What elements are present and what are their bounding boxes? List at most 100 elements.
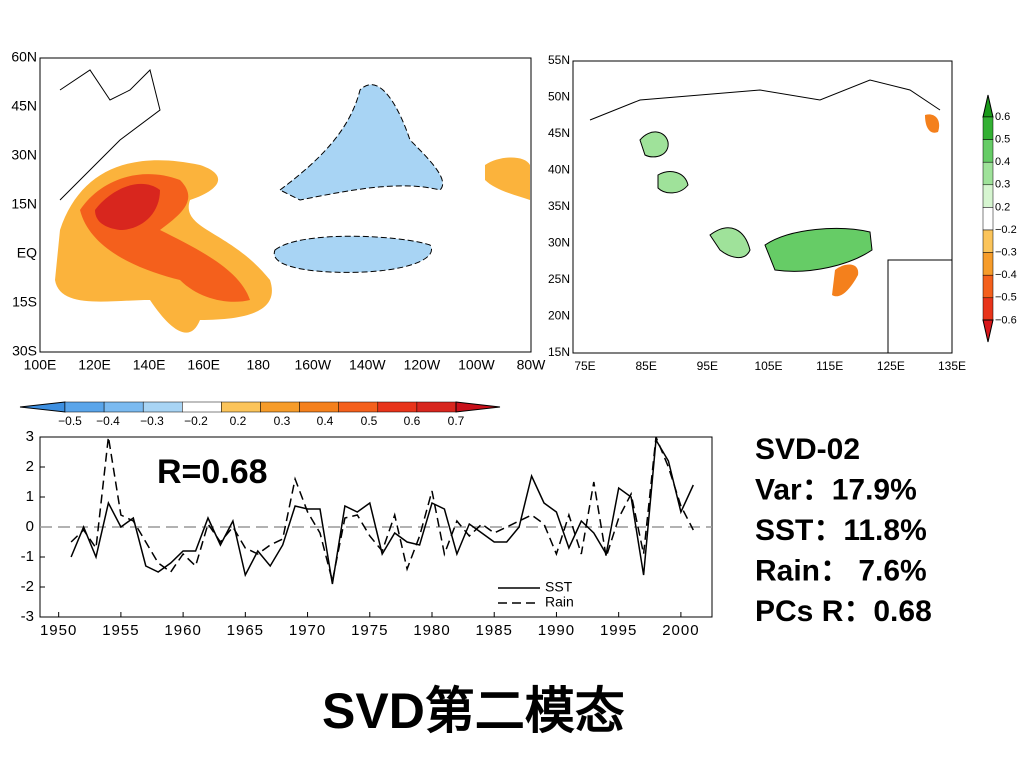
cbar-tip bbox=[19, 401, 66, 413]
cbar-label: 0.6 bbox=[995, 111, 1010, 123]
cbar-label: 0.3 bbox=[274, 414, 291, 428]
x-tick-label: 1975 bbox=[351, 622, 388, 639]
annotation: R=0.68 bbox=[157, 453, 268, 491]
lon-label: 120W bbox=[404, 357, 441, 373]
cbar-swatch bbox=[982, 229, 994, 253]
cbar-label: −0.4 bbox=[96, 414, 120, 428]
series-line bbox=[70, 437, 694, 585]
x-tick-label: 1970 bbox=[289, 622, 326, 639]
cbar-swatch bbox=[982, 274, 994, 299]
cbar-swatch bbox=[982, 139, 994, 163]
cbar-label: 0.4 bbox=[995, 156, 1010, 168]
series-line bbox=[70, 436, 694, 582]
cbar-label: −0.5 bbox=[58, 414, 82, 428]
lon-label: 180 bbox=[247, 357, 271, 373]
y-tick-label: 1 bbox=[26, 488, 34, 505]
x-tick-label: 1965 bbox=[227, 622, 264, 639]
x-tick-label: 1990 bbox=[538, 622, 575, 639]
rain-negative bbox=[925, 114, 940, 133]
colorbars: 0.60.50.40.30.2−0.2−0.3−0.4−0.5−0.6−0.5−… bbox=[19, 94, 1017, 428]
cbar-label: −0.3 bbox=[995, 247, 1017, 259]
cbar-label: 0.2 bbox=[995, 201, 1010, 213]
x-tick-label: 2000 bbox=[662, 622, 699, 639]
x-tick-label: 1950 bbox=[40, 622, 77, 639]
cbar-swatch bbox=[982, 297, 994, 321]
lon-label: 160E bbox=[187, 357, 220, 373]
cbar-tip bbox=[982, 94, 994, 118]
cbar-tip bbox=[982, 319, 994, 343]
coastline bbox=[59, 69, 161, 201]
inset bbox=[887, 259, 953, 354]
sst-negative bbox=[273, 235, 432, 273]
cbar-label: 0.6 bbox=[404, 414, 421, 428]
cbar-swatch bbox=[338, 401, 379, 413]
cbar-label: −0.3 bbox=[140, 414, 164, 428]
lon-label: 160W bbox=[294, 357, 331, 373]
stats-line: Rain： 7.6% bbox=[755, 554, 927, 587]
x-tick-label: 1980 bbox=[413, 622, 450, 639]
cbar-swatch bbox=[982, 116, 994, 140]
stats-line: Var：17.9% bbox=[755, 473, 917, 506]
lon-label: 85E bbox=[635, 359, 656, 373]
lat-label: 25N bbox=[548, 272, 570, 286]
sst-positive bbox=[485, 157, 530, 200]
rain-positive bbox=[764, 228, 873, 272]
cbar-label: 0.4 bbox=[317, 414, 334, 428]
cbar-swatch bbox=[103, 401, 144, 413]
stats-line: SVD-02 bbox=[755, 433, 860, 466]
y-tick-label: 2 bbox=[26, 458, 34, 475]
x-tick-label: 1960 bbox=[164, 622, 201, 639]
y-tick-label: -1 bbox=[21, 548, 34, 565]
x-tick-label: 1955 bbox=[102, 622, 139, 639]
x-tick-label: 1995 bbox=[600, 622, 637, 639]
cbar-swatch bbox=[142, 401, 183, 413]
lon-label: 135E bbox=[938, 359, 966, 373]
y-tick-label: -2 bbox=[21, 578, 34, 595]
cbar-swatch bbox=[221, 401, 261, 413]
lon-label: 140E bbox=[133, 357, 166, 373]
cbar-swatch bbox=[299, 401, 339, 413]
lat-label: 40N bbox=[548, 163, 570, 177]
sst-negative bbox=[279, 84, 444, 201]
time-series: -3 -2 -1 0 1 2 3 1950 1955 1960 1965 1970 1975 1980 19… bbox=[21, 428, 713, 639]
lat-label: 35N bbox=[548, 199, 570, 213]
lat-label: 60N bbox=[11, 49, 37, 65]
rain-positive bbox=[709, 227, 751, 258]
lon-label: 115E bbox=[816, 359, 843, 373]
cbar-swatch bbox=[982, 207, 994, 231]
lon-label: 95E bbox=[697, 359, 718, 373]
lon-label: 80W bbox=[517, 357, 547, 373]
boundary bbox=[589, 79, 941, 121]
cbar-swatch bbox=[182, 401, 222, 413]
lat-label: 15N bbox=[11, 196, 37, 212]
legend-label: SST bbox=[545, 579, 573, 595]
rain-map bbox=[572, 60, 953, 354]
y-tick-label: 3 bbox=[26, 428, 34, 445]
lat-label: 20N bbox=[548, 309, 570, 323]
cbar-label: 0.5 bbox=[361, 414, 378, 428]
lat-label: 30N bbox=[548, 236, 570, 250]
cbar-label: 0.5 bbox=[995, 134, 1010, 146]
lat-label: 15N bbox=[548, 345, 570, 359]
stats-line: SST：11.8% bbox=[755, 514, 927, 547]
cbar-label: 0.2 bbox=[230, 414, 247, 428]
cbar-swatch bbox=[260, 401, 300, 413]
rain-negative bbox=[832, 264, 859, 297]
sst-map bbox=[39, 57, 532, 353]
stats-line: PCs R：0.68 bbox=[755, 595, 932, 628]
y-tick-label: 0 bbox=[26, 518, 34, 535]
cbar-swatch bbox=[377, 401, 418, 413]
rain-positive bbox=[639, 131, 669, 158]
cbar-label: −0.5 bbox=[995, 292, 1017, 304]
sst-positive bbox=[95, 183, 160, 230]
cbar-label: −0.2 bbox=[184, 414, 208, 428]
lon-label: 100W bbox=[458, 357, 495, 373]
lon-label: 125E bbox=[877, 359, 905, 373]
lat-label: 15S bbox=[12, 294, 37, 310]
cbar-swatch bbox=[982, 184, 994, 208]
lat-label: 50N bbox=[548, 90, 570, 104]
cbar-tip bbox=[455, 401, 501, 413]
lon-label: 100E bbox=[24, 357, 57, 373]
legend-label: Rain bbox=[545, 594, 574, 610]
